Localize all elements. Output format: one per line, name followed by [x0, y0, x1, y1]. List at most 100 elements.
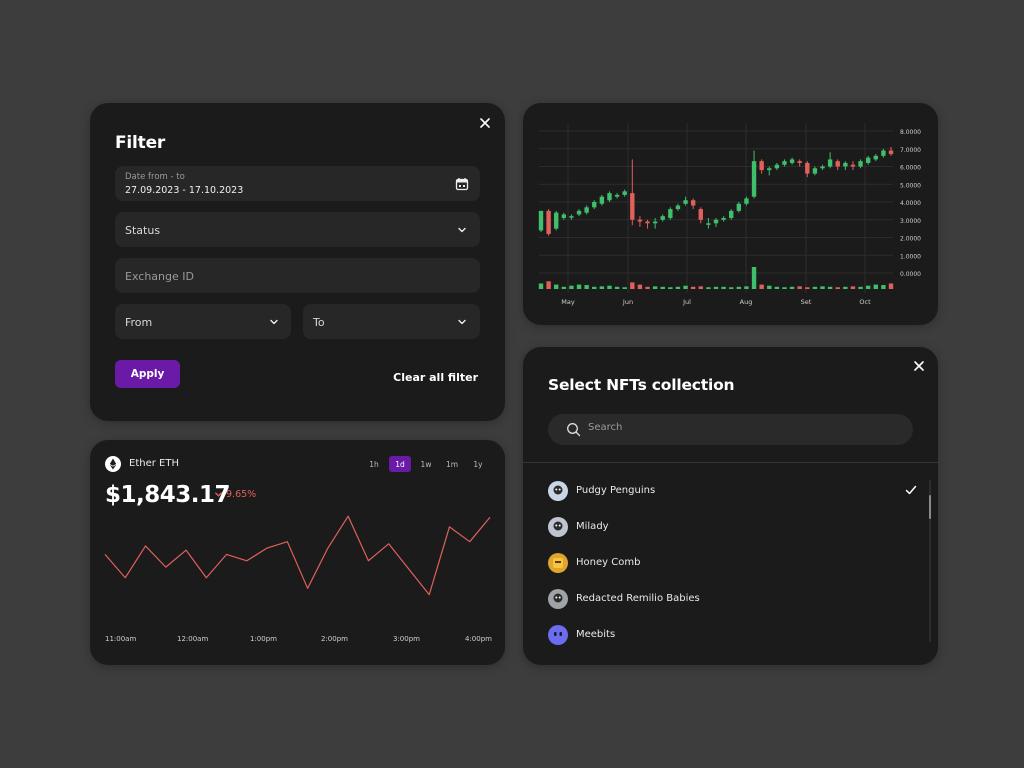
volume-bar: [888, 283, 894, 289]
date-range-field[interactable]: Date from - to 27.09.2023 - 17.10.2023: [115, 166, 480, 201]
y-tick-label: 8.0000: [900, 129, 921, 136]
candle-body: [630, 193, 635, 220]
chevron-down-icon: [458, 227, 466, 233]
candle-body: [744, 198, 749, 204]
candle-body: [690, 200, 696, 206]
volume-bar: [683, 285, 688, 289]
volume-bar: [759, 284, 764, 289]
scrollbar-track[interactable]: [929, 480, 931, 642]
collection-name: Milady: [576, 521, 609, 532]
candle-body: [592, 202, 597, 208]
collection-avatar: [548, 553, 568, 573]
candlestick-chart-panel: 8.0000 7.0000 6.0000 5.0000 4.0000 3.0000 2.00…: [523, 103, 938, 325]
nft-collection-panel: Select NFTs collection Pudgy Penguins Mil…: [523, 347, 938, 665]
candle-body: [713, 219, 719, 224]
ethereum-icon: [105, 456, 121, 472]
candle-body: [850, 164, 856, 167]
apply-button[interactable]: Apply: [115, 360, 180, 388]
y-tick-label: 6.0000: [900, 165, 921, 172]
candle-body: [683, 200, 688, 204]
x-axis-label: 1:00pm: [250, 635, 277, 643]
candle-body: [569, 216, 574, 218]
candle-body: [767, 168, 772, 171]
candle-body: [873, 155, 878, 160]
chevron-down-icon: [215, 492, 222, 497]
candle-body: [576, 210, 582, 215]
volume-bar: [584, 285, 589, 289]
search-input[interactable]: [588, 422, 888, 433]
candle-body: [622, 191, 627, 195]
nft-collection-item[interactable]: Honey Comb: [548, 551, 918, 575]
status-select[interactable]: Status: [115, 212, 480, 247]
from-select[interactable]: From: [115, 304, 291, 339]
to-select[interactable]: To: [303, 304, 480, 339]
divider: [523, 462, 938, 463]
filter-panel: Filter Date from - to 27.09.2023 - 17.10…: [90, 103, 505, 421]
volume-bar: [797, 286, 802, 289]
volume-bar: [554, 284, 559, 289]
volume-bar: [569, 285, 574, 289]
candle-body: [599, 196, 605, 204]
candle-body: [797, 161, 802, 163]
candle-body: [721, 217, 726, 220]
candle-body: [546, 210, 551, 234]
collection-name: Honey Comb: [576, 557, 641, 568]
volume-bar: [645, 286, 650, 289]
candle-body: [584, 207, 589, 213]
close-icon[interactable]: [478, 116, 492, 130]
candle-body: [706, 223, 711, 225]
candle-body: [888, 150, 894, 155]
exchange-id-field[interactable]: Exchange ID: [115, 258, 480, 293]
candle-body: [827, 159, 833, 167]
volume-bar: [789, 286, 795, 289]
y-tick-label: 5.0000: [900, 182, 921, 189]
volume-bar: [675, 286, 681, 289]
candle-body: [645, 221, 650, 224]
x-tick-label: Jul: [682, 298, 691, 306]
volume-bar: [767, 285, 772, 289]
candle-body: [782, 161, 787, 165]
volume-bar: [630, 282, 635, 289]
volume-bar: [599, 286, 605, 289]
scrollbar-thumb[interactable]: [929, 495, 931, 519]
clear-all-filter-button[interactable]: Clear all filter: [393, 371, 478, 384]
x-tick-label: May: [561, 298, 575, 306]
candle-body: [660, 216, 665, 220]
timeframe-tab-1h[interactable]: 1h: [369, 459, 379, 469]
candle-body: [820, 166, 825, 169]
volume-bar: [812, 286, 818, 289]
volume-bar: [736, 286, 742, 289]
volume-bar: [774, 286, 780, 289]
timeframe-tab-1w[interactable]: 1w: [420, 459, 432, 469]
search-icon: [567, 423, 581, 437]
candle-body: [835, 161, 840, 167]
close-icon[interactable]: [912, 359, 926, 373]
collection-name: Pudgy Penguins: [576, 485, 656, 496]
candle-body: [789, 159, 795, 163]
timeframe-tab-1d[interactable]: 1d: [389, 456, 411, 472]
to-label: To: [313, 316, 325, 329]
candle-body: [607, 193, 612, 201]
volume-bar: [721, 286, 726, 289]
volume-bar: [690, 286, 696, 289]
collection-avatar: [548, 517, 568, 537]
timeframe-tab-1y[interactable]: 1y: [473, 459, 483, 469]
nft-collection-item[interactable]: Redacted Remilio Babies: [548, 587, 918, 611]
nft-collection-item[interactable]: Pudgy Penguins: [548, 479, 918, 503]
candle-body: [538, 210, 544, 231]
x-axis-label: 2:00pm: [321, 635, 348, 643]
volume-bar: [546, 281, 551, 289]
candle-body: [675, 205, 681, 210]
date-range-label: Date from - to: [125, 172, 185, 182]
asset-name: Ether ETH: [129, 458, 179, 469]
x-tick-label: Oct: [859, 298, 871, 306]
nft-collection-item[interactable]: Meebits: [548, 623, 918, 647]
timeframe-tab-1m[interactable]: 1m: [445, 459, 459, 469]
chevron-down-icon: [270, 319, 278, 325]
nft-collection-item[interactable]: Milady: [548, 515, 918, 539]
eth-price-panel: Ether ETH $1,843.17 9.65% 1h 1d 1w 1m 1y 11:…: [90, 440, 505, 665]
filter-title: Filter: [115, 133, 166, 153]
y-tick-label: 4.0000: [900, 200, 921, 207]
volume-bar: [576, 284, 582, 289]
candle-body: [812, 168, 818, 174]
